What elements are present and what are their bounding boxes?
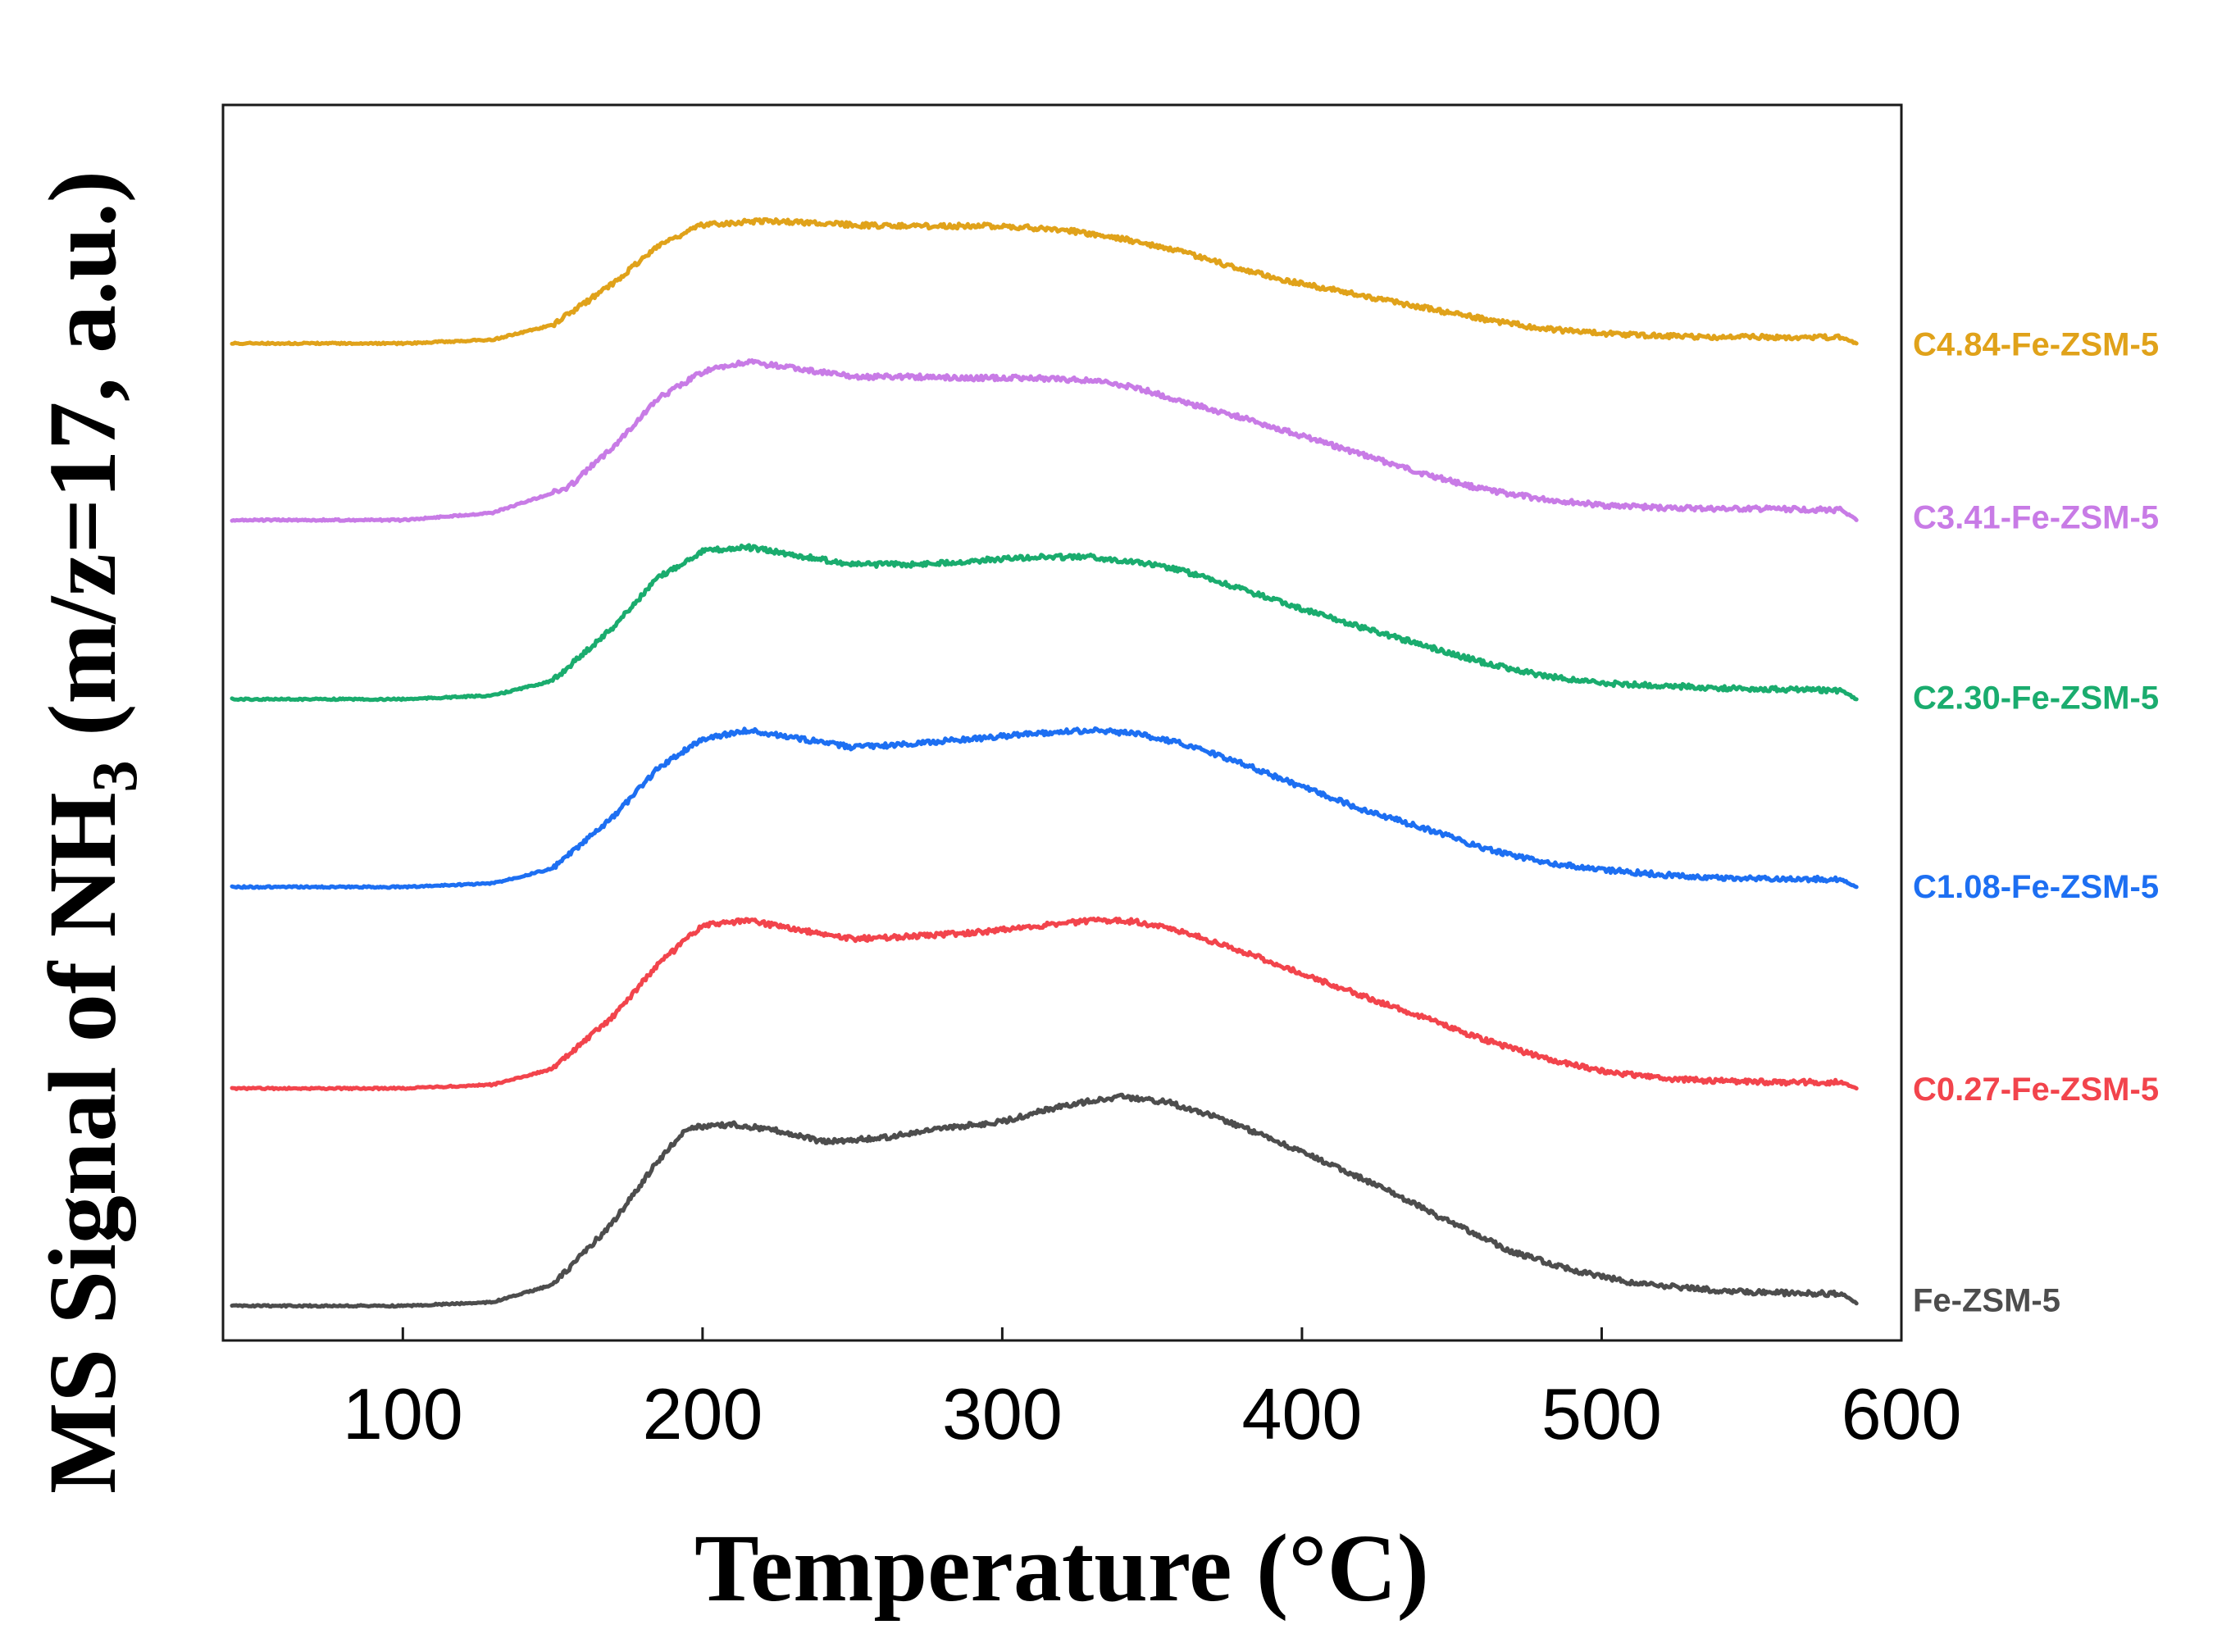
- series-line-c0.27-fe-zsm-5: [230, 916, 1859, 1092]
- series-line-fe-zsm-5: [230, 1092, 1859, 1309]
- series-line-c2.30-fe-zsm-5: [230, 543, 1859, 703]
- series-line-c3.41-fe-zsm-5: [230, 358, 1859, 523]
- series-line-c4.84-fe-zsm-5: [230, 217, 1859, 347]
- x-tick-label: 600: [1842, 1373, 1962, 1454]
- series-label: C1.08-Fe-ZSM-5: [1913, 869, 2159, 905]
- x-tick-label: 300: [942, 1373, 1063, 1454]
- x-axis-ticks: 100 200 300 400 500 600: [343, 1327, 1962, 1454]
- series-group: [230, 217, 1859, 1309]
- y-axis-title-subscript: 3: [79, 760, 150, 792]
- x-tick-label: 100: [343, 1373, 463, 1454]
- x-tick-label: 200: [642, 1373, 763, 1454]
- series-label: C0.27-Fe-ZSM-5: [1913, 1072, 2159, 1108]
- y-axis-title-part2: (m/z=17, a.u.): [29, 171, 136, 760]
- x-tick-label: 400: [1242, 1373, 1363, 1454]
- series-label: C2.30-Fe-ZSM-5: [1913, 680, 2159, 716]
- x-axis-title: Temperature (°C): [694, 1514, 1429, 1622]
- series-label: Fe-ZSM-5: [1913, 1283, 2060, 1319]
- series-label: C4.84-Fe-ZSM-5: [1913, 326, 2159, 362]
- series-labels: Fe-ZSM-5 C0.27-Fe-ZSM-5 C1.08-Fe-ZSM-5 C2.3…: [1913, 326, 2159, 1318]
- plot-frame: [221, 103, 1903, 1342]
- y-axis-title-part1: MS Signal of NH: [29, 792, 136, 1494]
- series-label: C3.41-Fe-ZSM-5: [1913, 499, 2159, 535]
- x-tick-label: 500: [1541, 1373, 1662, 1454]
- series-line-c1.08-fe-zsm-5: [230, 726, 1859, 890]
- y-axis-title: MS Signal of NH3 (m/z=17, a.u.): [29, 171, 150, 1494]
